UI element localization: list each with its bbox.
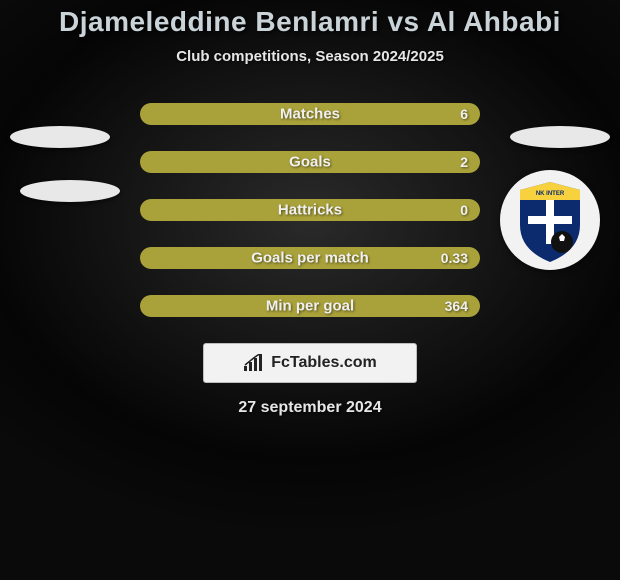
stat-value: 364 [445, 298, 468, 314]
stat-label: Goals per match [251, 250, 369, 267]
subtitle: Club competitions, Season 2024/2025 [0, 48, 620, 65]
player-left-badge-2 [20, 180, 120, 202]
player-right-badge-1 [510, 126, 610, 148]
stat-value: 2 [460, 154, 468, 170]
ellipse-icon [20, 180, 120, 202]
player-left-badge-1 [10, 126, 110, 148]
stat-label: Goals [289, 154, 331, 171]
comparison-card: Djameleddine Benlamri vs Al Ahbabi Club … [0, 0, 620, 417]
bars-icon [243, 354, 265, 372]
shield-icon: NK INTER [500, 170, 600, 270]
stat-label: Hattricks [278, 202, 342, 219]
watermark: FcTables.com [203, 343, 417, 383]
stat-label: Matches [280, 106, 340, 123]
stat-value: 6 [460, 106, 468, 122]
date-text: 27 september 2024 [0, 399, 620, 417]
watermark-text: FcTables.com [271, 354, 377, 372]
stat-row: Goals per match 0.33 [140, 247, 480, 269]
stat-row: Min per goal 364 [140, 295, 480, 317]
stat-row: Hattricks 0 [140, 199, 480, 221]
stat-row: Goals 2 [140, 151, 480, 173]
ellipse-icon [510, 126, 610, 148]
stat-value: 0.33 [441, 250, 468, 266]
ellipse-icon [10, 126, 110, 148]
club-crest: NK INTER [500, 170, 600, 270]
svg-text:NK INTER: NK INTER [536, 191, 565, 197]
stat-label: Min per goal [266, 298, 354, 315]
stat-value: 0 [460, 202, 468, 218]
page-title: Djameleddine Benlamri vs Al Ahbabi [0, 6, 620, 38]
stat-row: Matches 6 [140, 103, 480, 125]
